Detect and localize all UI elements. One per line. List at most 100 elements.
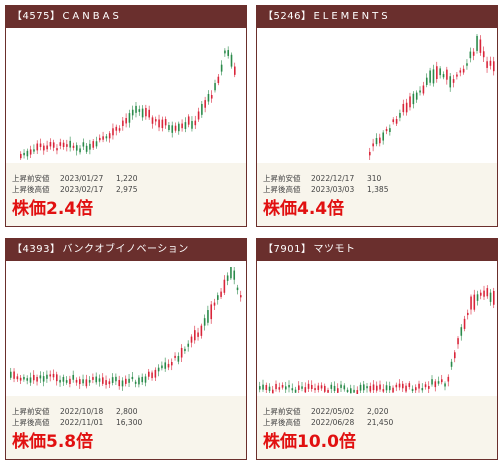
candle: [389, 124, 391, 136]
candle-body: [320, 385, 323, 389]
candle-body: [389, 128, 391, 133]
candle-body: [268, 386, 271, 391]
candle-body: [459, 70, 462, 73]
candle-body: [405, 385, 407, 392]
candle: [82, 138, 85, 150]
candle-body: [472, 51, 475, 56]
candle-body: [346, 389, 349, 393]
candle: [418, 380, 420, 393]
candle-body: [95, 376, 98, 383]
candle: [463, 315, 466, 332]
candle: [454, 350, 456, 363]
candle-body: [343, 385, 346, 390]
candle: [444, 381, 446, 391]
candle: [157, 364, 160, 377]
candle-body: [486, 288, 489, 297]
candle-body: [108, 381, 111, 385]
candle: [62, 139, 65, 150]
candle: [437, 376, 440, 386]
candle-body: [385, 129, 388, 132]
price-info: 上昇前安値 2022/10/18 2,800 上昇後高値 2022/11/01 16,3…: [6, 396, 246, 459]
candle: [75, 377, 78, 386]
candle: [121, 377, 124, 391]
price-multiple: 株価4.4倍: [263, 199, 345, 219]
candle-body: [46, 145, 48, 150]
candle-body: [141, 108, 144, 118]
candle-body: [171, 125, 174, 133]
candle-body: [460, 327, 463, 336]
candle-body: [115, 376, 117, 382]
candle: [194, 325, 196, 344]
candle: [131, 105, 134, 120]
candle-body: [450, 361, 453, 367]
candle-body: [52, 142, 55, 148]
low-date: 2022/05/02: [311, 407, 355, 416]
candle: [158, 114, 160, 132]
candle: [167, 359, 170, 371]
candle: [190, 334, 193, 348]
candle: [429, 67, 431, 86]
candle: [191, 116, 193, 132]
candle: [210, 90, 213, 103]
candle-body: [402, 383, 404, 389]
candle: [385, 381, 388, 393]
candle: [395, 382, 398, 392]
candle-body: [89, 143, 91, 150]
candle: [26, 148, 29, 160]
candle-body: [131, 376, 134, 380]
candle-body: [105, 136, 108, 139]
candle: [207, 90, 210, 105]
candle-body: [115, 126, 118, 131]
candle: [201, 100, 203, 118]
candle: [405, 382, 407, 393]
candle: [425, 73, 428, 88]
candle-body: [473, 294, 476, 310]
candle: [399, 109, 401, 122]
candle: [234, 62, 236, 78]
candle-body: [437, 381, 440, 384]
candle: [49, 138, 52, 150]
candle-body: [217, 76, 220, 84]
candle: [151, 370, 153, 381]
high-after-rise-row: 上昇後高値 2023/03/03 1,385: [263, 184, 497, 195]
candle: [79, 145, 81, 155]
candle: [112, 123, 114, 140]
candle: [66, 139, 68, 152]
candle-body: [428, 386, 430, 389]
candle-body: [190, 336, 193, 343]
candle-body: [180, 347, 183, 358]
candle-body: [164, 119, 167, 126]
candle-body: [214, 83, 216, 91]
candle: [236, 284, 239, 295]
high-date: 2022/06/28: [311, 418, 355, 427]
candle: [272, 385, 274, 394]
candle: [483, 285, 485, 300]
candle: [184, 117, 187, 133]
candle-body: [240, 295, 242, 298]
candle-body: [20, 153, 22, 159]
candle: [343, 383, 346, 392]
candle: [174, 122, 177, 133]
candlestick-chart: [6, 28, 246, 163]
candle-body: [145, 107, 147, 117]
candle-body: [379, 137, 381, 144]
candle-body: [217, 295, 219, 300]
price-multiple: 株価10.0倍: [263, 432, 356, 452]
candle: [340, 380, 342, 393]
price-info: 上昇前安値 2022/12/17 310 上昇後高値 2023/03/03 1,385 …: [257, 163, 497, 226]
candle-body: [486, 61, 488, 68]
candle-body: [392, 119, 395, 123]
candle: [311, 380, 313, 392]
candle: [177, 352, 180, 365]
candle: [227, 46, 230, 59]
candle-body: [210, 304, 213, 320]
candle-body: [223, 279, 226, 293]
candle: [33, 370, 35, 384]
candle-body: [317, 385, 320, 390]
candle-body: [203, 318, 206, 326]
candle-body: [220, 64, 223, 72]
candle: [446, 66, 448, 85]
high-date: 2023/03/03: [311, 185, 355, 194]
candle-body: [324, 385, 326, 392]
stock-name: ELEMENTS: [313, 11, 391, 22]
